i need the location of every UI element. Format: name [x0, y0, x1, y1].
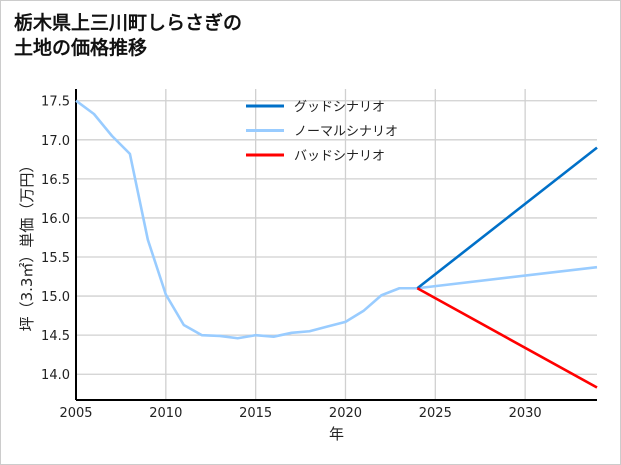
y-tick-label: 16.0 — [41, 212, 70, 227]
series-line-2 — [416, 287, 598, 389]
x-tick-label: 2010 — [149, 406, 182, 421]
y-tick-label: 14.0 — [41, 368, 70, 383]
legend-label-1: ノーマルシナリオ — [294, 125, 398, 140]
y-tick-label: 15.0 — [41, 290, 70, 305]
y-tick-label: 17.0 — [41, 134, 70, 149]
y-tick-label: 16.5 — [41, 173, 70, 188]
series-line-0 — [416, 146, 598, 290]
chart-title: 栃木県上三川町しらさぎの 土地の価格推移 — [14, 11, 242, 61]
y-axis-label: 坪（3.3㎡）単価（万円） — [18, 158, 36, 332]
x-axis-label: 年 — [329, 425, 344, 443]
x-tick-label: 2020 — [329, 406, 362, 421]
y-tick-label: 15.5 — [41, 251, 70, 266]
x-tick-label: 2025 — [419, 406, 452, 421]
title-line-1: 栃木県上三川町しらさぎの — [14, 12, 243, 34]
legend-label-0: グッドシナリオ — [294, 100, 385, 115]
y-tick-label: 14.5 — [41, 329, 70, 344]
x-tick-label: 2005 — [59, 406, 92, 421]
y-tick-label: 17.5 — [41, 95, 70, 110]
series-line-1 — [75, 99, 598, 340]
x-tick-label: 2015 — [239, 406, 272, 421]
x-tick-label: 2030 — [509, 406, 542, 421]
legend-label-2: バッドシナリオ — [294, 149, 385, 164]
title-line-2: 土地の価格推移 — [14, 37, 148, 59]
